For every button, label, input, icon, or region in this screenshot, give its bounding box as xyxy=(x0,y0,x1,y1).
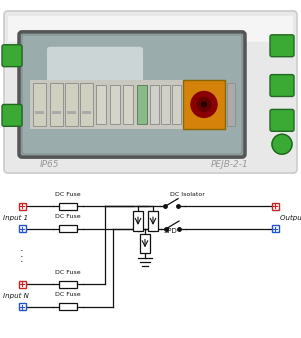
Bar xyxy=(148,211,158,231)
Bar xyxy=(150,84,159,124)
Bar xyxy=(59,304,77,310)
FancyBboxPatch shape xyxy=(2,104,22,126)
Bar xyxy=(35,112,44,114)
FancyBboxPatch shape xyxy=(2,45,22,67)
Bar xyxy=(67,112,76,114)
Bar xyxy=(227,82,235,126)
Text: Input N: Input N xyxy=(3,293,29,299)
FancyBboxPatch shape xyxy=(270,35,294,57)
Bar xyxy=(18,203,26,210)
Bar xyxy=(59,281,77,288)
Circle shape xyxy=(201,102,206,107)
Text: ·: · xyxy=(20,258,24,267)
Circle shape xyxy=(197,97,211,112)
Text: SPD: SPD xyxy=(163,228,177,234)
Bar xyxy=(18,281,26,288)
Bar xyxy=(65,82,78,126)
Bar xyxy=(96,84,106,124)
Bar xyxy=(82,112,91,114)
Text: Output 1: Output 1 xyxy=(280,215,301,221)
Bar xyxy=(18,225,26,232)
Bar xyxy=(172,84,181,124)
Text: PEJB-2-1: PEJB-2-1 xyxy=(211,160,249,169)
Bar xyxy=(80,82,93,126)
FancyBboxPatch shape xyxy=(23,36,241,153)
Bar xyxy=(161,84,170,124)
Text: Input 1: Input 1 xyxy=(3,215,28,221)
Text: DC Fuse: DC Fuse xyxy=(55,214,81,219)
Text: ·: · xyxy=(20,251,24,262)
Bar xyxy=(59,203,77,210)
Bar xyxy=(272,203,278,210)
Bar xyxy=(18,304,26,310)
Bar xyxy=(33,82,46,126)
Text: IP65: IP65 xyxy=(40,160,60,169)
Text: DC Fuse: DC Fuse xyxy=(55,292,81,297)
Bar xyxy=(110,84,120,124)
Bar xyxy=(59,225,77,232)
FancyBboxPatch shape xyxy=(270,110,294,131)
Bar xyxy=(137,84,147,124)
Bar xyxy=(140,234,150,253)
FancyBboxPatch shape xyxy=(270,75,294,96)
Bar xyxy=(272,225,278,232)
FancyBboxPatch shape xyxy=(47,47,143,97)
FancyBboxPatch shape xyxy=(8,16,293,42)
Bar xyxy=(30,79,215,129)
Text: DC Fuse: DC Fuse xyxy=(55,192,81,197)
Text: DC Isolator: DC Isolator xyxy=(170,192,205,197)
Bar xyxy=(183,79,225,129)
Bar xyxy=(123,84,133,124)
Bar xyxy=(133,211,143,231)
Bar xyxy=(52,112,61,114)
Circle shape xyxy=(191,92,217,117)
Circle shape xyxy=(272,134,292,154)
Text: ·: · xyxy=(20,246,24,256)
FancyBboxPatch shape xyxy=(4,11,297,173)
Text: DC Fuse: DC Fuse xyxy=(55,270,81,275)
FancyBboxPatch shape xyxy=(19,32,245,157)
Bar xyxy=(50,82,63,126)
